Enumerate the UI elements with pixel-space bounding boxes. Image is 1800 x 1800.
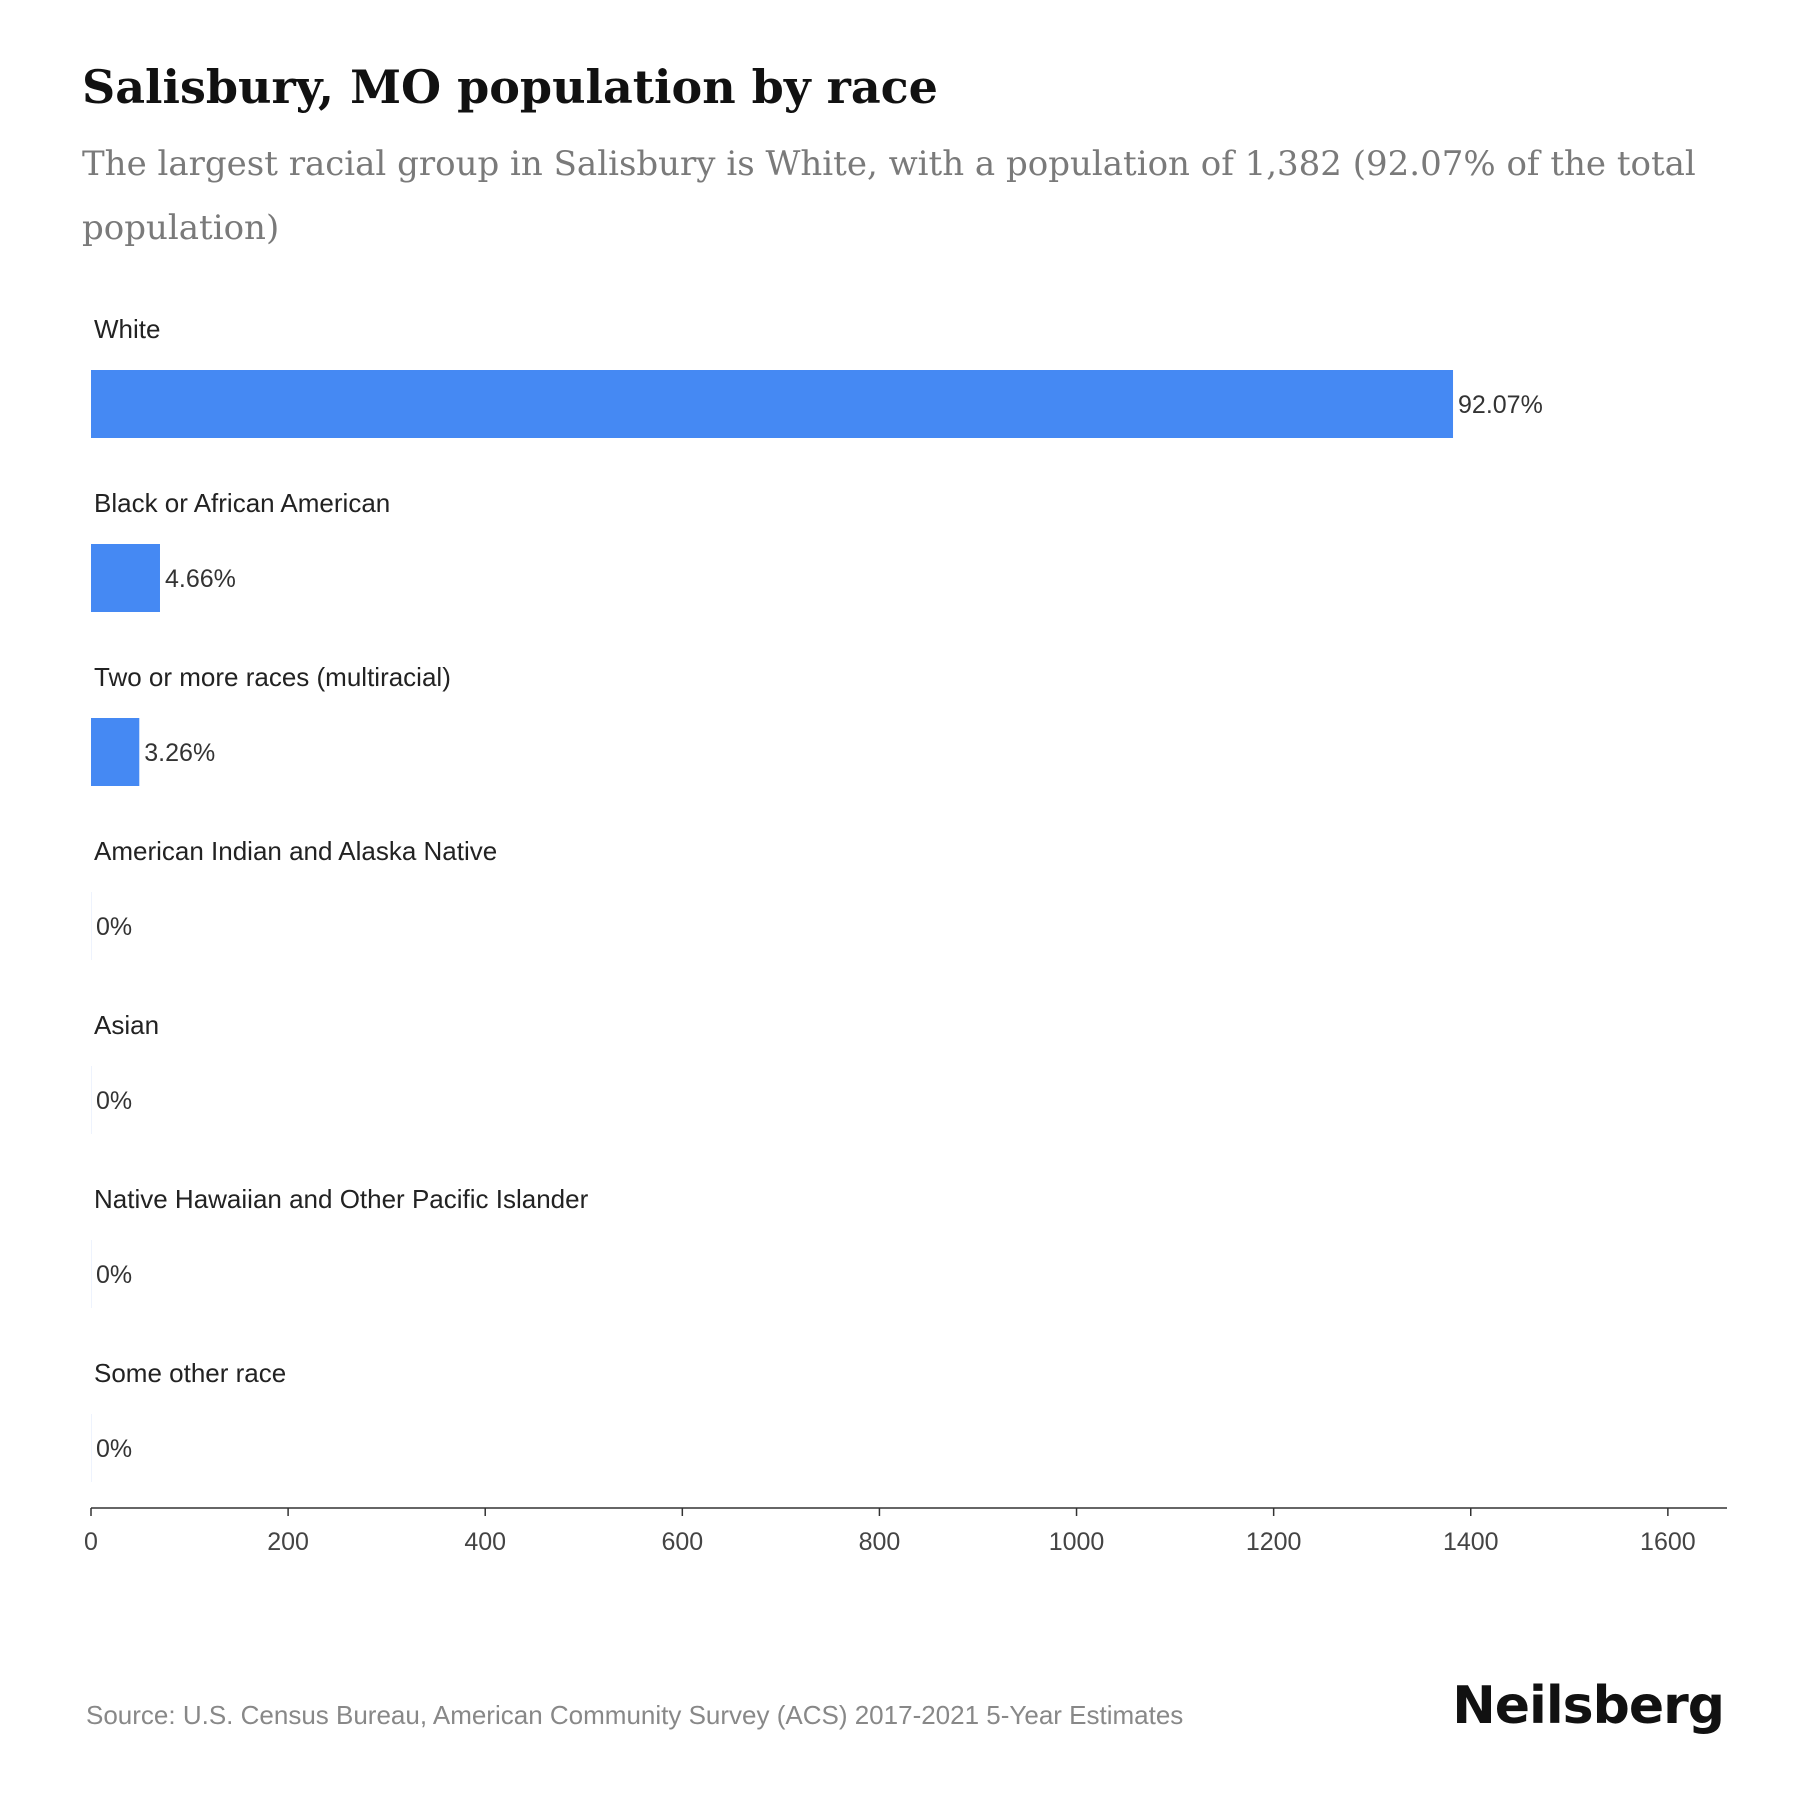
category-label: Native Hawaiian and Other Pacific Island… — [94, 1184, 589, 1214]
x-tick-label: 400 — [464, 1528, 506, 1556]
bar — [91, 370, 1454, 438]
bar — [91, 1066, 92, 1134]
bar-group: Black or African American 4.66% — [91, 488, 390, 612]
x-tick-label: 0 — [84, 1528, 98, 1556]
value-label: 0% — [96, 1261, 132, 1289]
chart-subtitle: The largest racial group in Salisbury is… — [82, 144, 1696, 248]
bar-group: Native Hawaiian and Other Pacific Island… — [91, 1184, 589, 1308]
value-label: 4.66% — [165, 565, 236, 593]
x-tick-label: 200 — [267, 1528, 309, 1556]
category-label: Black or African American — [94, 488, 390, 518]
bar — [91, 1414, 92, 1482]
brand-logo: Neilsberg — [1452, 1676, 1725, 1736]
x-tick-label: 1600 — [1640, 1528, 1696, 1556]
category-label: Some other race — [94, 1358, 286, 1388]
bar — [91, 892, 92, 960]
x-tick-label: 800 — [859, 1528, 901, 1556]
bar — [91, 718, 140, 786]
x-tick-label: 1200 — [1246, 1528, 1302, 1556]
category-label: Two or more races (multiracial) — [94, 662, 451, 692]
x-tick-label: 600 — [661, 1528, 703, 1556]
bar-group: American Indian and Alaska Native 0% — [91, 836, 497, 960]
bars-layer: White 92.07% Black or African American 4.66… — [91, 314, 1543, 1482]
value-label: 92.07% — [1458, 391, 1543, 419]
category-label: White — [94, 314, 160, 344]
value-label: 3.26% — [144, 739, 215, 767]
category-label: Asian — [94, 1010, 159, 1040]
x-tick-label: 1400 — [1443, 1528, 1499, 1556]
bar-group: White 92.07% — [91, 314, 1543, 438]
value-label: 0% — [96, 1087, 132, 1115]
category-label: American Indian and Alaska Native — [94, 836, 497, 866]
bar — [91, 544, 160, 612]
bar-group: Two or more races (multiracial) 3.26% — [91, 662, 451, 786]
value-label: 0% — [96, 913, 132, 941]
bar-group: Some other race 0% — [91, 1358, 286, 1482]
bar-group: Asian 0% — [91, 1010, 159, 1134]
source-note: Source: U.S. Census Bureau, American Com… — [86, 1700, 1184, 1730]
x-tick-label: 1000 — [1049, 1528, 1105, 1556]
chart-title: Salisbury, MO population by race — [82, 60, 938, 114]
x-axis: 0 200 400 600 800 1000 1200 1400 1600 — [84, 1507, 1727, 1556]
bar — [91, 1240, 92, 1308]
value-label: 0% — [96, 1435, 132, 1463]
